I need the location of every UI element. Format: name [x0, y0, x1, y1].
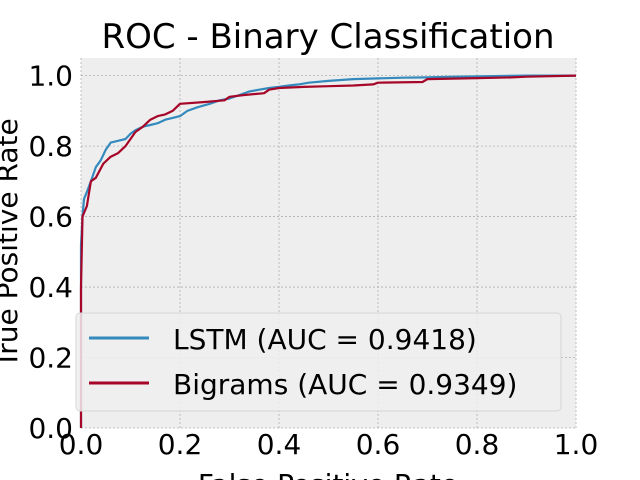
series-line-1 [79, 74, 577, 428]
y-tick-label: 0.8 [28, 130, 73, 163]
chart-title: ROC - Binary Classification [101, 17, 554, 57]
y-tick-labels: 0.0 0.2 0.4 0.6 0.8 1.0 [28, 60, 73, 445]
legend-label-lstm: LSTM (AUC = 0.9418) [173, 323, 477, 356]
x-tick-labels: 0.0 0.2 0.4 0.6 0.8 1.0 [59, 428, 599, 461]
y-tick-label: 0.2 [28, 342, 73, 375]
x-tick-label: 0.8 [455, 428, 500, 461]
legend: LSTM (AUC = 0.9418) Bigrams (AUC = 0.934… [75, 312, 562, 412]
y-tick-label: 1.0 [28, 60, 73, 93]
y-tick-label: 0.4 [28, 271, 73, 304]
x-tick-label: 0.0 [59, 428, 104, 461]
y-tick-label: 0.6 [28, 201, 73, 234]
x-tick-label: 0.2 [158, 428, 203, 461]
legend-box [75, 312, 562, 412]
y-axis-label: True Positive Rate [0, 118, 24, 368]
series-layer [79, 74, 577, 428]
series-line-0 [79, 74, 576, 428]
legend-label-bigrams: Bigrams (AUC = 0.9349) [173, 368, 517, 401]
x-tick-label: 0.6 [356, 428, 401, 461]
x-axis-label: False Positive Rate [198, 468, 458, 480]
y-tick-label: 0.0 [28, 412, 73, 445]
x-tick-label: 0.4 [257, 428, 302, 461]
x-tick-label: 1.0 [554, 428, 599, 461]
